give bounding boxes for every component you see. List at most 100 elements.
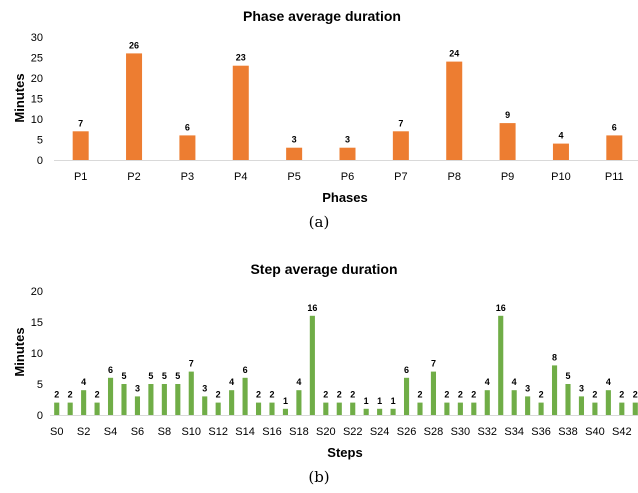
step-xtick-label: S12 [208, 426, 228, 438]
phase-bar [232, 65, 249, 160]
step-xtick-label: S2 [77, 426, 90, 438]
phase-ytick-label: 0 [37, 155, 43, 167]
step-bar [188, 371, 194, 415]
phase-bar [179, 135, 196, 160]
step-bar [605, 390, 611, 415]
step-bar [551, 365, 558, 415]
step-xtick-label: S40 [585, 426, 605, 438]
phase-xtick-label: P6 [341, 171, 354, 183]
step-data-label: 2 [337, 390, 342, 400]
step-data-label: 2 [216, 390, 221, 400]
step-bar [430, 371, 437, 415]
step-bar [417, 402, 423, 415]
step-xtick-label: S38 [558, 426, 578, 438]
step-chart-title: Step average duration [250, 261, 397, 277]
step-bar [471, 402, 477, 415]
step-data-label: 5 [121, 371, 126, 381]
step-data-label: 3 [525, 383, 530, 393]
step-bar [538, 402, 544, 415]
phase-bar [72, 131, 89, 160]
step-data-label: 2 [417, 390, 422, 400]
step-bar [363, 408, 369, 415]
step-xtick-label: S0 [50, 426, 63, 438]
step-xtick-label: S22 [343, 426, 363, 438]
phase-bar [606, 135, 623, 160]
step-data-label: 4 [512, 377, 517, 387]
step-data-label: 7 [431, 359, 436, 369]
step-data-label: 3 [202, 383, 207, 393]
step-xtick-label: S30 [451, 426, 471, 438]
step-bar [255, 402, 262, 415]
step-ytick-label: 0 [37, 410, 43, 422]
step-data-label: 2 [458, 390, 463, 400]
step-bar [323, 402, 329, 415]
phase-chart-plot: 0 5 10 15 20 25 30 7 P1 26 P2 6 P3 23 P4 3 P5 3 P6 7 P7 24 P8 9… [31, 32, 638, 183]
step-data-label: 1 [283, 396, 288, 406]
step-bar [578, 396, 585, 415]
phase-ytick-label: 20 [31, 73, 43, 85]
step-bar [215, 402, 221, 415]
step-bar [309, 315, 315, 415]
step-xtick-label: S10 [181, 426, 201, 438]
step-bar [148, 384, 154, 415]
step-data-label: 16 [496, 303, 506, 313]
step-bar [484, 390, 490, 415]
step-bar [121, 384, 127, 415]
step-chart-ylabel: Minutes [12, 327, 27, 376]
phase-data-label: 24 [449, 49, 459, 59]
step-bar [498, 315, 504, 415]
step-bar [390, 408, 396, 415]
step-xtick-label: S32 [477, 426, 497, 438]
step-data-label: 2 [256, 390, 261, 400]
step-bar [54, 402, 60, 415]
phase-chart-ylabel: Minutes [12, 73, 27, 122]
step-data-label: 7 [189, 359, 194, 369]
step-xtick-label: S28 [424, 426, 444, 438]
step-bar [67, 402, 73, 415]
step-bar [242, 377, 248, 415]
phase-data-label: 7 [78, 118, 83, 128]
step-bar [632, 402, 638, 415]
step-bar [592, 402, 598, 415]
step-data-label: 8 [552, 352, 557, 362]
step-data-label: 6 [108, 365, 113, 375]
phase-chart-caption: (a) [309, 213, 330, 231]
step-bar [107, 377, 114, 415]
phase-xtick-label: P2 [127, 171, 140, 183]
step-data-label: 6 [243, 365, 248, 375]
step-data-label: 5 [175, 371, 180, 381]
phase-xtick-label: P10 [551, 171, 571, 183]
step-bar [81, 390, 87, 415]
step-data-label: 1 [391, 396, 396, 406]
step-bar [94, 402, 100, 415]
phase-xtick-label: P5 [287, 171, 300, 183]
step-data-label: 2 [444, 390, 449, 400]
phase-data-label: 26 [129, 40, 139, 50]
phase-xtick-label: P1 [74, 171, 87, 183]
phase-ytick-label: 15 [31, 94, 43, 106]
step-bar [296, 390, 302, 415]
step-xtick-label: S34 [504, 426, 524, 438]
step-bar [282, 408, 289, 415]
step-xtick-label: S4 [104, 426, 117, 438]
step-bar [565, 384, 571, 415]
phase-bar [552, 143, 569, 160]
step-data-label: 4 [296, 377, 301, 387]
step-ytick-label: 20 [31, 286, 43, 298]
phase-data-label: 6 [612, 122, 617, 132]
step-data-label: 2 [592, 390, 597, 400]
step-bar [525, 396, 531, 415]
phase-data-label: 7 [398, 118, 403, 128]
phase-data-label: 3 [345, 135, 350, 145]
phase-data-label: 6 [185, 122, 190, 132]
step-bar [457, 402, 463, 415]
step-bar [161, 384, 167, 415]
step-xtick-label: S18 [289, 426, 309, 438]
step-ytick-label: 5 [37, 379, 43, 391]
phase-bar [339, 147, 356, 160]
step-xtick-label: S36 [531, 426, 551, 438]
phase-ytick-label: 30 [31, 32, 43, 44]
step-ytick-label: 10 [31, 348, 43, 360]
step-chart-xlabel: Steps [327, 445, 362, 460]
